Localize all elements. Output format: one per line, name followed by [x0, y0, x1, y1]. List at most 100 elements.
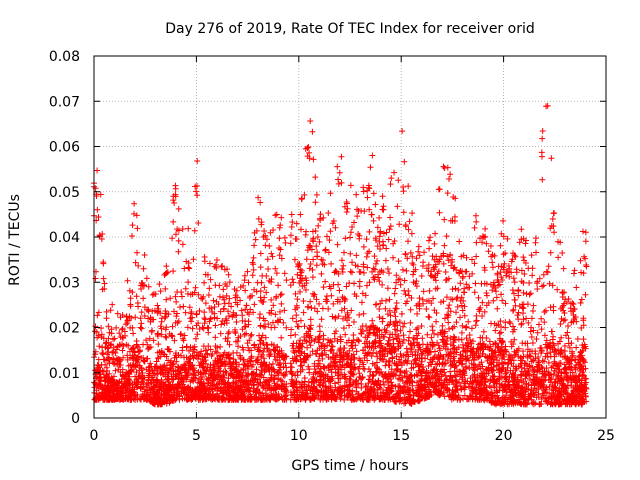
data-point [566, 344, 573, 351]
data-point [473, 393, 480, 400]
data-point [429, 253, 436, 260]
data-point [514, 347, 521, 354]
data-point [309, 348, 316, 355]
data-point [496, 330, 503, 337]
data-point [335, 379, 342, 386]
data-point [103, 308, 110, 315]
data-point [569, 369, 576, 376]
data-point [337, 338, 344, 345]
data-point [95, 332, 102, 339]
data-point [251, 242, 258, 249]
data-point [353, 348, 360, 355]
data-point [307, 298, 314, 305]
data-point [297, 368, 304, 375]
data-point [464, 284, 471, 291]
data-point [101, 280, 108, 287]
data-point [175, 375, 182, 382]
data-point [428, 300, 435, 307]
data-point [453, 346, 460, 353]
data-point [413, 278, 420, 285]
data-point [306, 265, 313, 272]
data-point [147, 363, 153, 370]
data-point [517, 400, 524, 407]
data-point [362, 383, 369, 390]
data-point [290, 279, 297, 286]
data-point [173, 298, 180, 305]
data-point [444, 311, 451, 318]
data-point [551, 358, 558, 365]
data-point [357, 269, 364, 276]
data-point [497, 329, 504, 336]
data-point [316, 323, 323, 330]
data-point [390, 240, 397, 247]
data-point [328, 346, 335, 353]
data-point [146, 335, 153, 342]
data-point [105, 323, 112, 330]
data-point [135, 359, 142, 366]
data-point [314, 234, 321, 241]
data-point [133, 337, 140, 344]
data-point [167, 364, 174, 371]
data-point [337, 375, 344, 382]
data-point [194, 384, 201, 391]
data-point [296, 260, 303, 267]
data-point [309, 228, 316, 235]
data-point [372, 237, 379, 244]
data-point [405, 292, 412, 299]
data-point [344, 350, 351, 357]
data-point [119, 312, 126, 319]
data-point [358, 381, 365, 388]
data-point [371, 253, 378, 260]
data-point [407, 249, 414, 256]
data-point [309, 236, 316, 243]
data-point [449, 259, 456, 266]
data-point [445, 305, 452, 312]
data-point [461, 312, 468, 319]
data-point [407, 319, 414, 326]
data-point [207, 346, 214, 353]
data-point [266, 351, 273, 358]
data-point [366, 372, 373, 379]
data-point [524, 354, 531, 361]
data-point [170, 268, 177, 275]
data-point [132, 392, 138, 399]
data-point [393, 353, 400, 360]
data-point [460, 348, 467, 355]
data-point [137, 315, 144, 322]
data-point [545, 359, 552, 366]
data-point [347, 250, 354, 257]
data-point [190, 355, 197, 362]
data-point [209, 379, 216, 386]
data-point [565, 335, 572, 342]
data-point [413, 379, 420, 386]
data-point [95, 213, 102, 220]
data-point [175, 248, 182, 255]
data-point [343, 283, 350, 290]
data-point [169, 381, 176, 388]
data-point [341, 396, 348, 403]
data-point [539, 357, 546, 364]
data-point [277, 292, 284, 299]
data-point [452, 337, 459, 344]
data-point [572, 366, 579, 373]
data-point [493, 380, 500, 387]
data-point [366, 228, 373, 235]
data-point [371, 387, 378, 394]
data-point [543, 350, 550, 357]
data-point [340, 262, 347, 269]
data-point [258, 334, 265, 341]
data-point [297, 288, 304, 295]
data-point [487, 384, 494, 391]
data-point [452, 376, 459, 383]
data-point [254, 279, 261, 286]
data-point [329, 354, 336, 361]
data-point [304, 247, 311, 254]
data-point [217, 330, 224, 337]
data-point [518, 360, 525, 367]
data-point [314, 347, 321, 354]
data-point [452, 285, 459, 292]
data-point [184, 358, 191, 365]
data-point [118, 376, 125, 383]
data-point [536, 401, 543, 408]
data-point [171, 354, 178, 361]
